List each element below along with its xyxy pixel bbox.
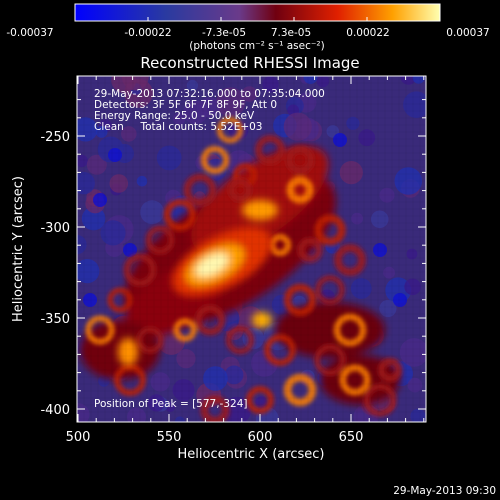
x-axis: 500 550 600 650 Heliocentric X (arcsec) <box>66 430 364 462</box>
colorbar-tick-label: 7.3e-05 <box>271 27 311 39</box>
x-tick-label: 500 <box>66 430 91 445</box>
info-block: 29-May-2013 07:32:16.000 to 07:35:04.000… <box>94 88 325 410</box>
colorbar: -0.00037 -0.00022 -7.3e-05 7.3e-05 0.000… <box>6 3 490 52</box>
detectors-text: Detectors: 3F 5F 6F 7F 8F 9F, Att 0 <box>94 99 277 111</box>
plot-title: Reconstructed RHESSI Image <box>140 54 359 72</box>
y-tick-label: -300 <box>40 221 70 236</box>
energy-range-text: Energy Range: 25.0 - 50.0 keV <box>94 110 255 122</box>
time-range-text: 29-May-2013 07:32:16.000 to 07:35:04.000 <box>94 88 325 100</box>
y-axis: -250 -300 -350 -400 Heliocentric Y (arcs… <box>11 130 70 418</box>
colorbar-tick-label: -0.00022 <box>124 27 171 39</box>
peak-position-text: Position of Peak = [577,-324] <box>94 398 248 410</box>
y-axis-label: Heliocentric Y (arcsec) <box>11 176 26 322</box>
y-tick-label: -400 <box>40 403 70 418</box>
colorbar-units: (photons cm⁻² s⁻¹ asec⁻²) <box>189 40 324 52</box>
y-tick-label: -350 <box>40 312 70 327</box>
colorbar-tick-label: -0.00037 <box>6 27 53 39</box>
colorbar-tick-label: -7.3e-05 <box>202 27 246 39</box>
x-tick-label: 550 <box>157 430 182 445</box>
plot-frame <box>76 75 427 423</box>
footer-timestamp: 29-May-2013 09:30 <box>393 485 496 497</box>
y-tick-label: -250 <box>40 130 70 145</box>
x-tick-label: 650 <box>339 430 364 445</box>
colorbar-gradient <box>74 3 441 22</box>
colorbar-tick-label: 0.00022 <box>346 27 389 39</box>
colorbar-tick-label: 0.00037 <box>446 27 489 39</box>
x-tick-label: 600 <box>248 430 273 445</box>
rhessi-image <box>77 76 426 422</box>
clean-counts-text: Clean Total counts: 5.52E+03 <box>94 121 263 133</box>
x-axis-label: Heliocentric X (arcsec) <box>178 447 325 462</box>
